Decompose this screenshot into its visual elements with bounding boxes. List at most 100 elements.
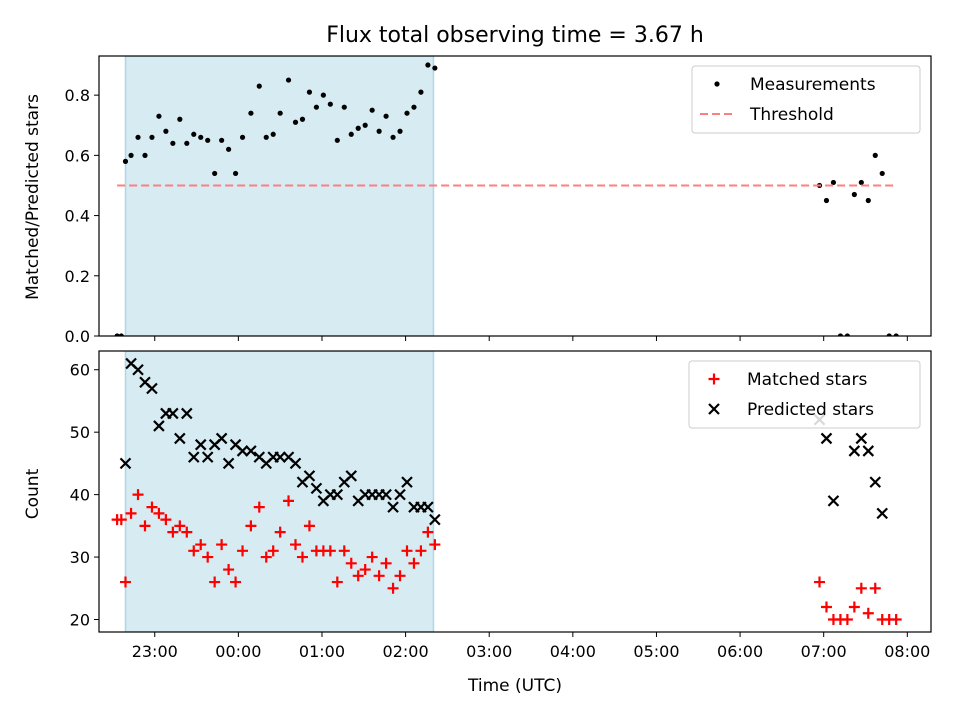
- measurements-point: [191, 131, 197, 137]
- x-tick-label: 07:00: [801, 642, 847, 661]
- matched-stars-point: [415, 545, 427, 557]
- y-tick-label: 0.0: [65, 327, 90, 346]
- matched-stars-point: [245, 520, 257, 532]
- plot-layer: 0.0 0.2 0.4 0.6 0.8 Measurements Threshold 20 30…: [65, 55, 932, 661]
- matched-stars-point: [160, 514, 172, 526]
- panel-ratio: 0.0 0.2 0.4 0.6 0.8 Measurements Threshold: [65, 55, 932, 346]
- matched-stars-point: [394, 570, 406, 582]
- predicted-stars-point: [174, 432, 186, 445]
- predicted-stars-legend-marker: [708, 403, 720, 415]
- predicted-stars-point: [422, 501, 434, 513]
- measurements-point: [823, 197, 830, 204]
- predicted-stars-point: [387, 501, 399, 513]
- measurements-point: [844, 333, 850, 336]
- matched-stars-point: [167, 526, 179, 538]
- predicted-stars-point: [827, 495, 840, 507]
- measurements-point: [334, 137, 340, 143]
- predicted-stars-point: [181, 407, 193, 420]
- matched-stars-point: [401, 545, 413, 557]
- matched-stars-point: [869, 582, 881, 594]
- matched-stars-point: [422, 526, 434, 538]
- measurements-point: [411, 104, 417, 110]
- matched-stars-point: [216, 539, 228, 551]
- x-tick-label: 01:00: [299, 642, 345, 661]
- matched-stars-point: [230, 576, 242, 588]
- matched-stars-point: [380, 557, 392, 569]
- predicted-stars-point: [401, 476, 413, 488]
- matched-stars-legend-marker: [708, 373, 720, 385]
- matched-stars-point: [352, 570, 364, 582]
- measurements-point: [114, 333, 120, 336]
- measurements-point: [425, 62, 431, 68]
- measurements-legend-marker: [714, 81, 720, 87]
- matched-stars-point: [267, 545, 279, 557]
- legend: Matched stars Predicted stars: [688, 360, 921, 429]
- measurements-point: [851, 191, 857, 198]
- measurements-point: [865, 197, 871, 204]
- matched-stars-point: [324, 545, 336, 557]
- predicted-stars-point: [429, 513, 441, 526]
- measurements-point: [348, 131, 354, 137]
- matched-stars-point: [146, 501, 158, 513]
- measurements-point: [232, 170, 239, 177]
- predicted-stars-point: [274, 451, 286, 463]
- matched-stars-point: [153, 507, 165, 519]
- matched-stars-point: [814, 576, 826, 588]
- measurements-point: [404, 110, 410, 116]
- x-tick-label: 05:00: [633, 642, 679, 661]
- measurements-point: [893, 333, 899, 336]
- measurements-point: [418, 89, 424, 95]
- predicted-stars-point: [345, 470, 358, 482]
- predicted-stars-point: [848, 445, 861, 457]
- matched-stars-point: [132, 489, 144, 501]
- measurements-point: [156, 113, 162, 119]
- observing-window-band: [124, 56, 435, 336]
- figure-title: Flux total observing time = 3.67 h: [326, 23, 704, 48]
- measurements-point: [184, 140, 190, 146]
- measurements-point: [205, 137, 211, 143]
- predicted-stars-point: [855, 432, 868, 445]
- matched-stars-point: [303, 520, 315, 532]
- matched-stars-point: [338, 545, 350, 557]
- matched-stars-point: [848, 601, 860, 613]
- matched-stars-point: [237, 545, 249, 557]
- measurements-point: [118, 333, 124, 336]
- measurements-point: [872, 152, 878, 158]
- measurements-point: [313, 104, 320, 110]
- measurements-point: [226, 146, 232, 152]
- measurements-point: [219, 137, 225, 143]
- measurements-point: [198, 134, 204, 140]
- matched-stars-point: [373, 570, 385, 582]
- y-tick-label: 0.6: [65, 146, 90, 165]
- matched-stars-point: [274, 526, 286, 538]
- measurements-point: [376, 128, 382, 134]
- top-y-axis-label: Matched/Predicted stars: [23, 94, 43, 300]
- measurements-point: [355, 125, 361, 131]
- x-tick-label: 08:00: [884, 642, 930, 661]
- y-tick-label: 30: [70, 548, 90, 567]
- matched-stars-point: [283, 495, 295, 507]
- predicted-stars-point: [289, 457, 302, 470]
- matched-stars-point: [408, 557, 420, 569]
- measurements-point: [128, 152, 134, 158]
- predicted-stars-point: [303, 470, 316, 482]
- y-tick-label: 0.8: [65, 86, 90, 105]
- matched-stars-point: [209, 576, 221, 588]
- measurements-point: [432, 65, 438, 71]
- measurements-point: [830, 179, 837, 186]
- matched-stars-point: [862, 607, 874, 619]
- predicted-stars-point: [869, 476, 882, 488]
- measurements-point: [837, 333, 844, 336]
- measurements-point: [306, 89, 313, 95]
- measurements-point: [277, 110, 283, 116]
- predicted-stars-point: [201, 451, 214, 463]
- bottom-y-axis-label: Count: [23, 468, 43, 519]
- measurements-point: [170, 140, 176, 146]
- measurements-point: [122, 158, 129, 164]
- matched-stars-point: [841, 614, 853, 626]
- y-tick-label: 20: [70, 611, 90, 630]
- measurements-point: [292, 119, 299, 125]
- observing-window-band: [124, 351, 435, 632]
- x-axis-label: Time (UTC): [467, 676, 562, 696]
